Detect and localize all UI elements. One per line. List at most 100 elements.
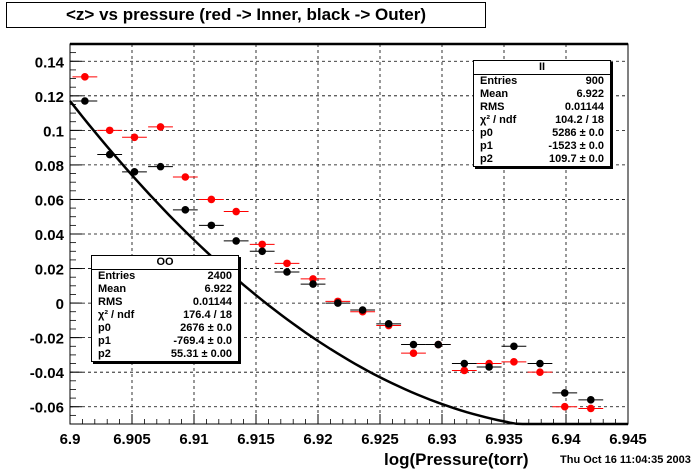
data-point [334,299,342,307]
stats-label: p1 [480,140,493,152]
stats-label: p2 [480,153,493,165]
data-point [232,207,240,216]
stats-label: RMS [480,101,505,113]
x-tick-label: 6.94 [551,431,581,448]
stats-value: 0.01144 [192,296,232,308]
x-tick-label: 6.925 [361,431,399,448]
stats-row: p1 -769.4 ± 0.0 [92,335,238,348]
stats-value: 2676 ± 0.0 [180,322,232,334]
y-tick-label: -0.04 [30,365,65,382]
data-point [384,320,393,328]
x-tick-label: 6.905 [113,431,151,448]
stats-label: Entries [98,270,136,282]
stats-value: 55.31 ± 0.00 [170,348,232,360]
x-tick-label: 6.92 [303,431,332,448]
data-point [460,366,469,375]
stats-row: p0 2676 ± 0.0 [92,322,238,335]
data-point [409,340,418,349]
x-tick-label: 6.93 [427,431,456,448]
data-point [130,133,139,142]
stats-label: Mean [98,283,127,295]
data-point [409,349,418,357]
stats-header: II [474,61,610,75]
x-tick-label: 6.945 [609,431,647,448]
data-point [258,247,267,256]
stats-row: χ² / ndf 176.4 / 18 [92,309,238,322]
stats-label: p0 [98,322,111,334]
data-point [510,358,518,366]
stats-value: 0.01144 [564,101,604,113]
stats-box-inner: II Entries 900 Mean 6.922 RMS 0.01144 χ² / ndf… [473,60,611,167]
y-tick-label: 0.06 [35,192,64,209]
data-point [181,206,190,214]
stats-row: Entries 900 [474,75,610,88]
stats-label: Entries [480,75,518,87]
data-point [283,268,291,276]
data-point [536,368,544,376]
y-tick-label: 0.14 [35,54,65,71]
data-point [309,280,317,288]
stats-row: Entries 2400 [92,270,238,283]
y-tick-label: 0.04 [35,227,65,244]
data-point [460,359,469,368]
stats-label: p1 [98,335,111,347]
stats-value: -1523 ± 0.0 [548,140,604,152]
stats-value: 5286 ± 0.0 [552,127,604,139]
data-point [258,240,267,249]
data-point [207,195,216,204]
stats-value: 6.922 [576,88,604,100]
data-point [105,126,114,135]
data-point [81,73,89,81]
x-tick-label: 6.935 [485,431,523,448]
data-point [181,173,190,181]
fit-curve [69,100,628,426]
data-point [536,359,544,368]
x-tick-label: 6.915 [237,431,275,448]
data-point [560,389,569,397]
data-point [485,363,493,371]
stats-value: 104.2 / 18 [555,114,604,126]
stats-row: p2 55.31 ± 0.00 [92,348,238,361]
data-point [358,306,367,314]
data-point [587,396,595,404]
stats-label: Mean [480,88,509,100]
data-point [81,97,89,105]
timestamp: Thu Oct 16 11:04:35 2003 [560,454,691,466]
y-tick-label: 0.1 [43,123,64,140]
data-point [283,259,291,268]
x-axis-title: log(Pressure(torr) [384,450,529,469]
data-point [105,150,114,159]
y-tick-label: 0.02 [35,262,64,279]
stats-row: p2 109.7 ± 0.0 [474,153,610,166]
y-tick-label: 0.08 [35,158,64,175]
stats-row: p1 -1523 ± 0.0 [474,140,610,153]
stats-value: -769.4 ± 0.0 [173,335,232,347]
x-tick-label: 6.91 [179,431,208,448]
stats-row: RMS 0.01144 [474,101,610,114]
y-tick-label: -0.02 [30,331,64,348]
x-tick-label: 6.9 [60,431,81,448]
stats-label: χ² / ndf [480,114,517,126]
data-point [207,221,216,230]
stats-label: p2 [98,348,111,360]
data-point [156,162,165,171]
chart-title: <z> vs pressure (red -> Inner, black -> … [6,2,486,28]
stats-row: p0 5286 ± 0.0 [474,127,610,140]
data-point [510,342,518,351]
data-point [156,123,165,131]
stats-label: p0 [480,127,493,139]
stats-row: Mean 6.922 [474,88,610,101]
y-tick-label: 0 [56,296,64,313]
stats-row: Mean 6.922 [92,283,238,296]
y-tick-label: -0.06 [30,400,64,417]
stats-label: RMS [98,296,123,308]
stats-value: 6.922 [204,283,232,295]
stats-value: 2400 [207,270,232,282]
y-tick-label: 0.12 [35,89,64,106]
stats-header: OO [92,256,238,270]
data-point [434,340,443,349]
stats-row: χ² / ndf 104.2 / 18 [474,114,610,127]
stats-value: 900 [585,75,604,87]
data-point [560,402,569,411]
